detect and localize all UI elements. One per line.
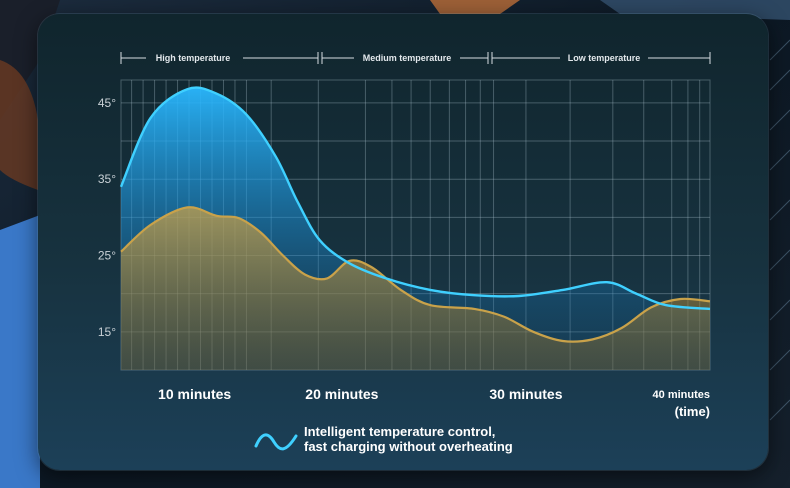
legend-text: Intelligent temperature control, fast ch… bbox=[304, 424, 513, 454]
x-tick-label: 30 minutes bbox=[489, 386, 562, 402]
zone-label-medium: Medium temperature bbox=[363, 53, 452, 63]
x-axis-label: (time) bbox=[675, 404, 710, 419]
y-axis: 45° 35° 25° 15° bbox=[98, 96, 116, 339]
legend-line-2: fast charging without overheating bbox=[304, 439, 513, 454]
y-tick-label: 15° bbox=[98, 325, 116, 339]
x-tick-label: 10 minutes bbox=[158, 386, 231, 402]
x-tick-label: 40 minutes bbox=[653, 389, 710, 401]
zone-label-high: High temperature bbox=[156, 53, 231, 63]
zone-brackets bbox=[120, 52, 711, 64]
zone-label-low: Low temperature bbox=[568, 53, 641, 63]
y-tick-label: 45° bbox=[98, 96, 116, 110]
series-b-area bbox=[121, 207, 710, 370]
wave-icon bbox=[254, 433, 298, 451]
series-a-line bbox=[119, 86, 711, 311]
y-tick-label: 35° bbox=[98, 172, 116, 186]
x-tick-label: 20 minutes bbox=[305, 386, 378, 402]
legend-line-1: Intelligent temperature control, bbox=[304, 424, 496, 439]
legend: Intelligent temperature control, fast ch… bbox=[254, 424, 554, 460]
y-tick-label: 25° bbox=[98, 249, 116, 263]
x-axis: 10 minutes 20 minutes 30 minutes 40 minutes bbox=[158, 386, 710, 402]
